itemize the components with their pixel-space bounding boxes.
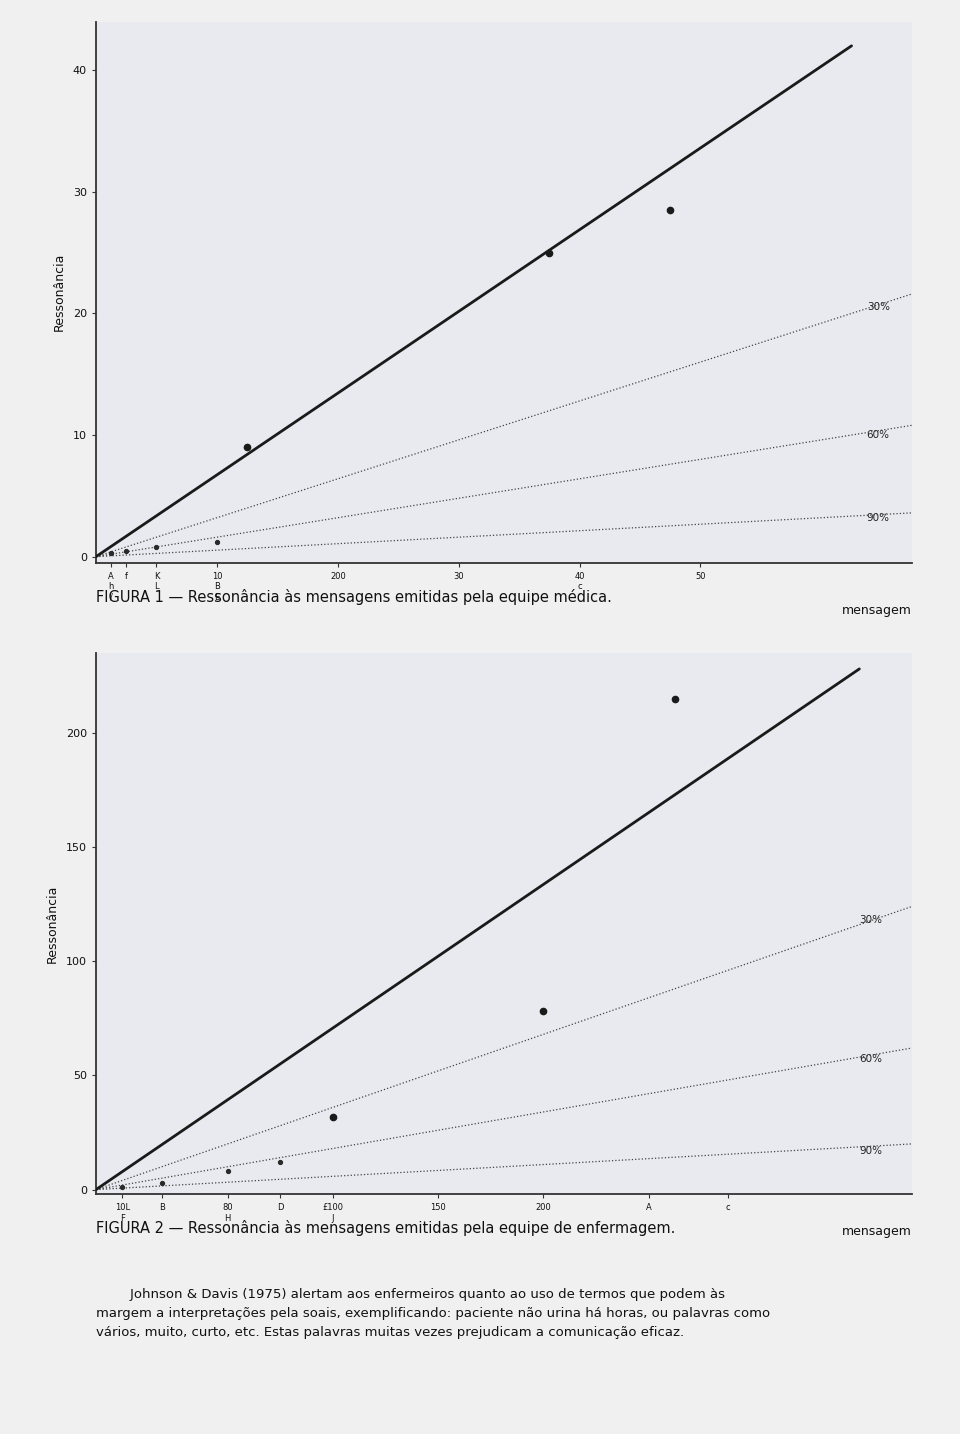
- Text: 30%: 30%: [859, 915, 882, 925]
- Text: 60%: 60%: [867, 430, 890, 440]
- Y-axis label: Ressonância: Ressonância: [53, 252, 66, 331]
- Text: 90%: 90%: [867, 513, 890, 523]
- Text: 60%: 60%: [859, 1054, 882, 1064]
- Text: FIGURA 1 — Ressonância às mensagens emitidas pela equipe médica.: FIGURA 1 — Ressonância às mensagens emit…: [96, 589, 612, 605]
- Text: FIGURA 2 — Ressonância às mensagens emitidas pela equipe de enfermagem.: FIGURA 2 — Ressonância às mensagens emit…: [96, 1220, 676, 1236]
- Text: 90%: 90%: [859, 1146, 882, 1156]
- Text: Johnson & Davis (1975) alertam aos enfermeiros quanto ao uso de termos que podem: Johnson & Davis (1975) alertam aos enfer…: [96, 1288, 770, 1339]
- Text: 30%: 30%: [867, 303, 890, 313]
- X-axis label: mensagem: mensagem: [842, 604, 912, 617]
- X-axis label: mensagem: mensagem: [842, 1226, 912, 1239]
- Y-axis label: Ressonância: Ressonância: [46, 885, 59, 962]
